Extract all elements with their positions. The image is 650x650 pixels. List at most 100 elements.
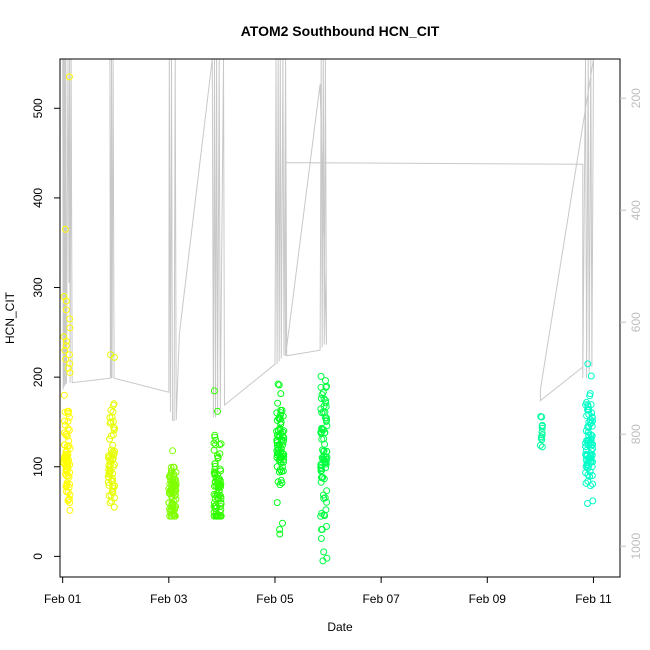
data-point (280, 434, 288, 441)
data-point (583, 461, 591, 469)
data-point (214, 454, 222, 462)
data-point (107, 446, 115, 454)
data-point (538, 443, 546, 451)
data-point (322, 460, 330, 468)
data-point (212, 482, 220, 490)
data-point (105, 452, 113, 460)
data-point (214, 452, 221, 460)
data-point (319, 491, 327, 499)
data-point (278, 463, 286, 471)
data-point (168, 512, 176, 520)
data-point (321, 458, 329, 466)
data-point (65, 73, 73, 81)
data-point (536, 441, 544, 449)
data-point (61, 453, 69, 461)
data-point (274, 478, 282, 486)
data-point (66, 369, 74, 377)
data-point (170, 470, 178, 478)
data-point (110, 400, 118, 408)
data-point (212, 441, 220, 449)
data-point (211, 460, 219, 468)
right-tick-label: 600 (629, 312, 643, 332)
data-point (62, 342, 70, 350)
data-point (213, 512, 221, 520)
data-point (66, 324, 74, 332)
x-tick-label: Feb 01 (44, 592, 82, 606)
data-point (214, 477, 222, 485)
chart-title: ATOM2 Southbound HCN_CIT (241, 23, 440, 39)
data-point (278, 479, 286, 487)
x-tick-label: Feb 07 (362, 592, 400, 606)
data-point (170, 463, 177, 471)
data-point (280, 456, 288, 464)
data-point (106, 435, 114, 443)
data-point (65, 496, 73, 503)
data-point (172, 503, 180, 511)
data-point (586, 473, 593, 480)
y-tick-label: 300 (31, 277, 45, 297)
data-point (62, 355, 70, 363)
data-point (62, 431, 70, 439)
data-point (323, 422, 331, 430)
data-point (107, 406, 115, 414)
y-tick-label: 400 (31, 188, 45, 208)
data-point (109, 441, 117, 449)
data-point (63, 488, 70, 496)
data-point (277, 420, 285, 428)
x-axis: Feb 01 Feb 03 Feb 05 Feb 07 Feb 09 Feb 11 (44, 577, 612, 606)
x-tick-label: Feb 11 (575, 592, 612, 606)
data-point (66, 499, 74, 506)
data-point (582, 452, 590, 460)
data-point (320, 447, 328, 455)
data-point (172, 495, 180, 503)
data-point (62, 483, 70, 490)
data-point (210, 499, 218, 507)
data-point (584, 477, 592, 485)
data-point (168, 501, 176, 509)
data-point (210, 387, 218, 395)
y-tick-label: 500 (31, 98, 45, 118)
data-point (61, 408, 69, 416)
data-point (110, 426, 118, 434)
data-point (320, 426, 328, 434)
data-point (274, 380, 282, 388)
data-point (584, 423, 592, 431)
data-point (64, 364, 72, 372)
data-point (585, 418, 593, 426)
data-point (589, 441, 597, 449)
data-point (210, 503, 218, 510)
data-point (62, 306, 70, 314)
data-point (538, 436, 546, 444)
data-point (588, 422, 596, 430)
data-point (277, 390, 285, 398)
data-point (111, 482, 119, 490)
data-point (274, 399, 282, 407)
data-point (166, 490, 174, 498)
y-axis: 0 100 200 300 400 500 (31, 98, 60, 560)
data-point (170, 481, 178, 489)
data-point (273, 499, 281, 507)
data-point (107, 432, 115, 440)
data-point (588, 409, 596, 417)
data-point (537, 433, 545, 441)
data-point (109, 482, 117, 490)
data-point (216, 512, 224, 520)
data-point (323, 448, 331, 455)
data-point (61, 346, 69, 354)
data-point (587, 401, 595, 409)
data-point (65, 413, 73, 421)
data-point (274, 426, 282, 434)
y-tick-label: 200 (31, 367, 45, 387)
data-point (322, 417, 330, 425)
data-point (276, 526, 284, 533)
data-point (211, 502, 219, 510)
data-point (587, 431, 595, 439)
data-point (66, 445, 74, 452)
data-point (585, 424, 593, 431)
data-point (108, 413, 116, 421)
data-point (584, 500, 591, 507)
data-point (106, 468, 114, 476)
data-point (61, 225, 69, 233)
data-point (589, 417, 596, 425)
